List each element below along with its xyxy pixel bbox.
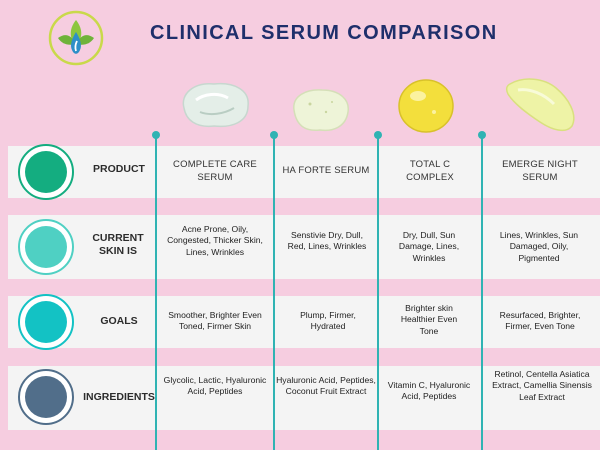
row-band-goals xyxy=(8,296,600,348)
row-circle-goals-fill xyxy=(25,301,67,343)
row-band-skin xyxy=(8,215,600,279)
cream-smear-swatch xyxy=(505,78,575,132)
column-divider-2 xyxy=(273,137,275,450)
column-divider-dot-1 xyxy=(152,131,160,139)
ingredients-3: Vitamin C, Hyaluronic Acid, Peptides xyxy=(387,380,471,402)
product-name-2: HA FORTE SERUM xyxy=(282,165,370,176)
yellow-oil-swatch xyxy=(398,79,454,133)
row-circle-ingredients xyxy=(18,369,74,425)
pale-gel-swatch xyxy=(293,89,349,132)
skin-type-2: Senstivie Dry, Dull, Red, Lines, Wrinkle… xyxy=(287,230,367,252)
row-circle-skin-fill xyxy=(25,226,67,268)
goals-2: Plump, Firmer, Hydrated xyxy=(300,310,356,332)
row-label-skin: CURRENT SKIN IS xyxy=(92,232,144,257)
drop-leaf-logo-icon xyxy=(48,10,104,66)
goals-3: Brighter skin Healthier Even Tone xyxy=(400,303,458,336)
clear-gel-swatch xyxy=(182,82,249,128)
column-divider-3 xyxy=(377,137,379,450)
page-title: CLINICAL SERUM COMPARISON xyxy=(150,22,498,44)
row-circle-goals xyxy=(18,294,74,350)
row-circle-product xyxy=(18,144,74,200)
skin-type-4: Lines, Wrinkles, Sun Damaged, Oily, Pigm… xyxy=(499,230,579,263)
row-label-ingredients: INGREDIENTS xyxy=(83,391,155,403)
goals-1: Smoother, Brighter Even Toned, Firmer Sk… xyxy=(168,310,262,332)
product-name-4: EMERGE NIGHT SERUM xyxy=(502,159,578,183)
ingredients-1: Glycolic, Lactic, Hyaluronic Acid, Pepti… xyxy=(163,375,267,397)
skin-type-1: Acne Prone, Oily, Congested, Thicker Ski… xyxy=(167,224,263,257)
row-band-ingredients xyxy=(8,366,600,430)
column-divider-1 xyxy=(155,137,157,450)
skin-type-3: Dry, Dull, Sun Damage, Lines, Wrinkles xyxy=(398,230,460,263)
row-circle-product-fill xyxy=(25,151,67,193)
product-name-1: COMPLETE CARE SERUM xyxy=(173,159,257,183)
ingredients-2: Hyaluronic Acid, Peptides, Coconut Fruit… xyxy=(276,375,376,397)
column-divider-dot-3 xyxy=(374,131,382,139)
row-band-product xyxy=(8,146,600,198)
column-divider-dot-4 xyxy=(478,131,486,139)
row-circle-skin xyxy=(18,219,74,275)
column-divider-dot-2 xyxy=(270,131,278,139)
goals-4: Resurfaced, Brighter, Firmer, Even Tone xyxy=(499,310,581,332)
row-circle-ingredients-fill xyxy=(25,376,67,418)
row-label-goals: GOALS xyxy=(100,315,138,327)
ingredients-4: Retinol, Centella Asiatica Extract, Came… xyxy=(492,369,592,402)
column-divider-4 xyxy=(481,137,483,450)
row-label-product: PRODUCT xyxy=(93,163,145,175)
product-name-3: TOTAL C COMPLEX xyxy=(406,159,454,183)
